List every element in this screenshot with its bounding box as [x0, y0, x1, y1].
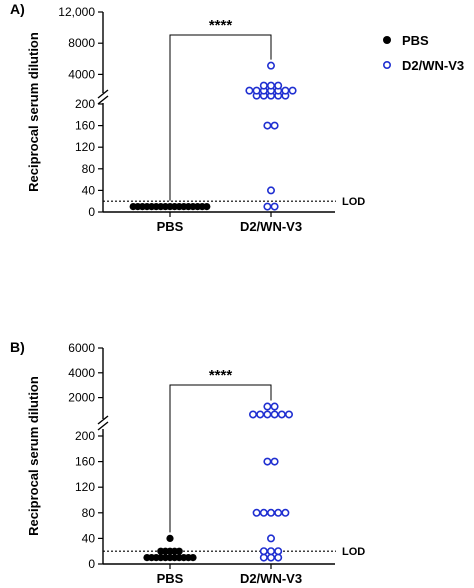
data-point-d2wnv3: [274, 553, 283, 562]
data-point-pbs: [175, 547, 183, 555]
significance-label: ****: [209, 367, 233, 384]
significance-bracket: [169, 384, 272, 533]
significance-bracket: [169, 34, 272, 201]
data-point-pbs: [203, 203, 211, 211]
panel-label: B): [10, 339, 25, 355]
x-tick-label: PBS: [157, 219, 184, 234]
data-point-d2wnv3: [266, 547, 275, 556]
legend-marker-d2wnv3: [382, 60, 391, 69]
data-point-d2wnv3: [249, 410, 258, 419]
data-point-d2wnv3: [252, 508, 261, 517]
data-point-d2wnv3: [263, 121, 272, 130]
data-point-d2wnv3: [270, 402, 279, 411]
data-point-d2wnv3: [252, 86, 261, 95]
axis-break-mark: [97, 415, 109, 425]
data-point-d2wnv3: [266, 534, 275, 543]
lod-label: LOD: [342, 546, 365, 558]
y-axis-label: Reciprocal serum dilution: [26, 32, 41, 192]
data-point-d2wnv3: [284, 410, 293, 419]
data-point-d2wnv3: [266, 186, 275, 195]
data-point-d2wnv3: [281, 86, 290, 95]
legend-label-d2wnv3: D2/WN-V3: [402, 58, 464, 73]
y-tick-label: 12,000: [58, 5, 95, 19]
data-point-d2wnv3: [274, 547, 283, 556]
x-tick-label: D2/WN-V3: [240, 219, 302, 234]
data-point-d2wnv3: [266, 81, 275, 90]
axis-break-mark: [97, 89, 109, 99]
data-point-d2wnv3: [259, 547, 268, 556]
y-tick-label: 120: [75, 480, 95, 494]
data-point-d2wnv3: [270, 121, 279, 130]
lod-label: LOD: [342, 196, 365, 208]
y-tick-label: 4000: [68, 67, 95, 81]
significance-label: ****: [209, 17, 233, 34]
data-point-d2wnv3: [274, 508, 283, 517]
data-point-d2wnv3: [270, 457, 279, 466]
data-point-d2wnv3: [277, 410, 286, 419]
panel-b: B) Reciprocal serum dilution 0 40 80 120 160 20…: [10, 339, 365, 586]
y-tick-label: 4000: [68, 366, 95, 380]
y-tick-label: 0: [88, 205, 95, 219]
y-tick-label: 80: [82, 162, 96, 176]
y-tick-label: 200: [75, 429, 95, 443]
legend: PBS D2/WN-V3: [382, 33, 464, 73]
data-point-d2wnv3: [263, 457, 272, 466]
data-point-d2wnv3: [266, 553, 275, 562]
legend-marker-pbs: [383, 36, 391, 44]
data-point-d2wnv3: [266, 508, 275, 517]
y-tick-label: 40: [82, 183, 96, 197]
x-tick-label: PBS: [157, 571, 184, 586]
y-tick-label: 8000: [68, 36, 95, 50]
data-point-d2wnv3: [270, 202, 279, 211]
data-point-d2wnv3: [281, 508, 290, 517]
y-axis-label: Reciprocal serum dilution: [26, 376, 41, 536]
data-point-d2wnv3: [256, 410, 265, 419]
y-tick-label: 0: [88, 557, 95, 571]
data-point-d2wnv3: [266, 61, 275, 70]
data-point-d2wnv3: [274, 81, 283, 90]
y-tick-label: 200: [75, 97, 95, 111]
y-tick-label: 6000: [68, 341, 95, 355]
y-tick-label: 80: [82, 506, 96, 520]
y-tick-label: 160: [75, 119, 95, 133]
data-point-d2wnv3: [263, 410, 272, 419]
data-point-d2wnv3: [263, 202, 272, 211]
panel-label: A): [10, 1, 25, 17]
panel-a: A)Reciprocal serum dilution 0 40 80 120 160 20…: [10, 1, 365, 234]
data-point-pbs: [189, 554, 197, 562]
data-point-d2wnv3: [270, 410, 279, 419]
axis-break-mark: [97, 95, 109, 105]
y-tick-label: 160: [75, 455, 95, 469]
data-point-pbs: [166, 534, 174, 543]
x-tick-label: D2/WN-V3: [240, 571, 302, 586]
legend-label-pbs: PBS: [402, 33, 429, 48]
axis-break-mark: [97, 421, 109, 431]
y-tick-label: 120: [75, 140, 95, 154]
data-point-d2wnv3: [259, 508, 268, 517]
data-point-d2wnv3: [288, 86, 297, 95]
y-tick-label: 40: [82, 531, 96, 545]
y-tick-label: 2000: [68, 391, 95, 405]
data-point-d2wnv3: [259, 553, 268, 562]
data-point-d2wnv3: [263, 402, 272, 411]
data-point-d2wnv3: [259, 81, 268, 90]
data-point-d2wnv3: [245, 86, 254, 95]
